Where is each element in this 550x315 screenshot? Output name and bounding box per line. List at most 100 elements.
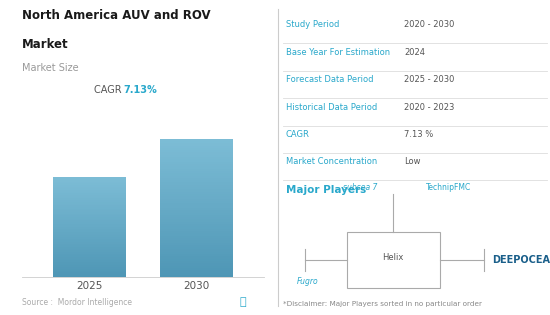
Bar xyxy=(53,274,126,276)
Text: Market Concentration: Market Concentration xyxy=(286,158,377,167)
Bar xyxy=(53,235,126,237)
Bar xyxy=(160,272,233,275)
Bar xyxy=(53,185,126,187)
Bar xyxy=(53,178,126,180)
Bar xyxy=(160,215,233,217)
Bar xyxy=(53,187,126,188)
Bar xyxy=(160,169,233,171)
Bar xyxy=(53,190,126,192)
Text: Low: Low xyxy=(404,158,421,167)
Bar xyxy=(53,200,126,202)
Bar xyxy=(160,266,233,268)
Bar xyxy=(160,199,233,201)
Bar xyxy=(160,201,233,203)
Bar xyxy=(53,188,126,190)
Bar xyxy=(53,250,126,252)
Text: 2024: 2024 xyxy=(404,48,425,57)
Bar xyxy=(53,249,126,250)
Text: 7.13 %: 7.13 % xyxy=(404,130,433,139)
Bar xyxy=(160,148,233,150)
Bar xyxy=(53,259,126,261)
Bar xyxy=(53,217,126,219)
Bar xyxy=(53,247,126,249)
Bar xyxy=(53,232,126,234)
Bar xyxy=(53,197,126,198)
Bar xyxy=(53,240,126,242)
Bar xyxy=(53,227,126,229)
Bar xyxy=(160,254,233,256)
Bar xyxy=(160,189,233,192)
Bar xyxy=(53,239,126,240)
Bar xyxy=(53,224,126,225)
Text: Market Size: Market Size xyxy=(22,63,79,73)
Text: 2020 - 2023: 2020 - 2023 xyxy=(404,103,455,112)
Bar xyxy=(160,171,233,173)
Bar xyxy=(160,261,233,263)
Bar xyxy=(346,232,440,288)
Bar xyxy=(160,259,233,261)
Bar xyxy=(160,203,233,206)
Text: Major Players: Major Players xyxy=(286,185,366,195)
Bar xyxy=(160,196,233,199)
Text: Ⓜ: Ⓜ xyxy=(239,297,246,307)
Bar xyxy=(160,233,233,236)
Bar xyxy=(53,245,126,247)
Bar xyxy=(53,261,126,262)
Bar xyxy=(53,220,126,222)
Bar xyxy=(53,192,126,193)
Bar xyxy=(53,254,126,255)
Bar xyxy=(160,152,233,155)
Text: CAGR: CAGR xyxy=(94,85,128,95)
Bar xyxy=(53,182,126,183)
Bar xyxy=(160,159,233,162)
Bar xyxy=(53,177,126,178)
Bar xyxy=(160,226,233,229)
Bar xyxy=(53,237,126,239)
Bar xyxy=(53,264,126,266)
Text: Fugro: Fugro xyxy=(297,277,319,286)
Bar xyxy=(53,272,126,274)
Bar xyxy=(53,215,126,217)
Bar xyxy=(160,249,233,252)
Bar xyxy=(160,141,233,143)
Bar xyxy=(53,244,126,245)
Bar xyxy=(160,247,233,249)
Bar xyxy=(53,202,126,203)
Bar xyxy=(53,212,126,214)
Bar xyxy=(160,208,233,210)
Bar xyxy=(160,252,233,254)
Bar xyxy=(160,236,233,238)
Bar xyxy=(53,195,126,197)
Bar xyxy=(160,162,233,164)
Bar xyxy=(160,217,233,220)
Bar xyxy=(160,194,233,196)
Bar xyxy=(160,243,233,245)
Bar xyxy=(53,276,126,277)
Bar xyxy=(160,240,233,243)
Bar xyxy=(160,143,233,146)
Bar xyxy=(53,230,126,232)
Bar xyxy=(53,252,126,254)
Text: 2025 - 2030: 2025 - 2030 xyxy=(404,75,455,84)
Bar xyxy=(160,157,233,159)
Bar xyxy=(53,214,126,215)
Bar xyxy=(160,220,233,222)
Bar xyxy=(160,238,233,240)
Bar xyxy=(160,206,233,208)
Bar xyxy=(53,222,126,224)
Bar xyxy=(160,275,233,277)
Bar xyxy=(53,229,126,230)
Bar xyxy=(160,245,233,247)
Bar xyxy=(53,257,126,259)
Bar xyxy=(53,266,126,267)
Bar xyxy=(53,205,126,207)
Bar xyxy=(160,155,233,157)
Bar xyxy=(160,185,233,187)
Bar xyxy=(160,213,233,215)
Bar xyxy=(160,231,233,233)
Bar xyxy=(160,173,233,175)
Text: subsea 7: subsea 7 xyxy=(343,183,377,192)
Bar xyxy=(160,229,233,231)
Bar xyxy=(53,207,126,209)
Text: DEEPOCEAN: DEEPOCEAN xyxy=(492,255,550,265)
